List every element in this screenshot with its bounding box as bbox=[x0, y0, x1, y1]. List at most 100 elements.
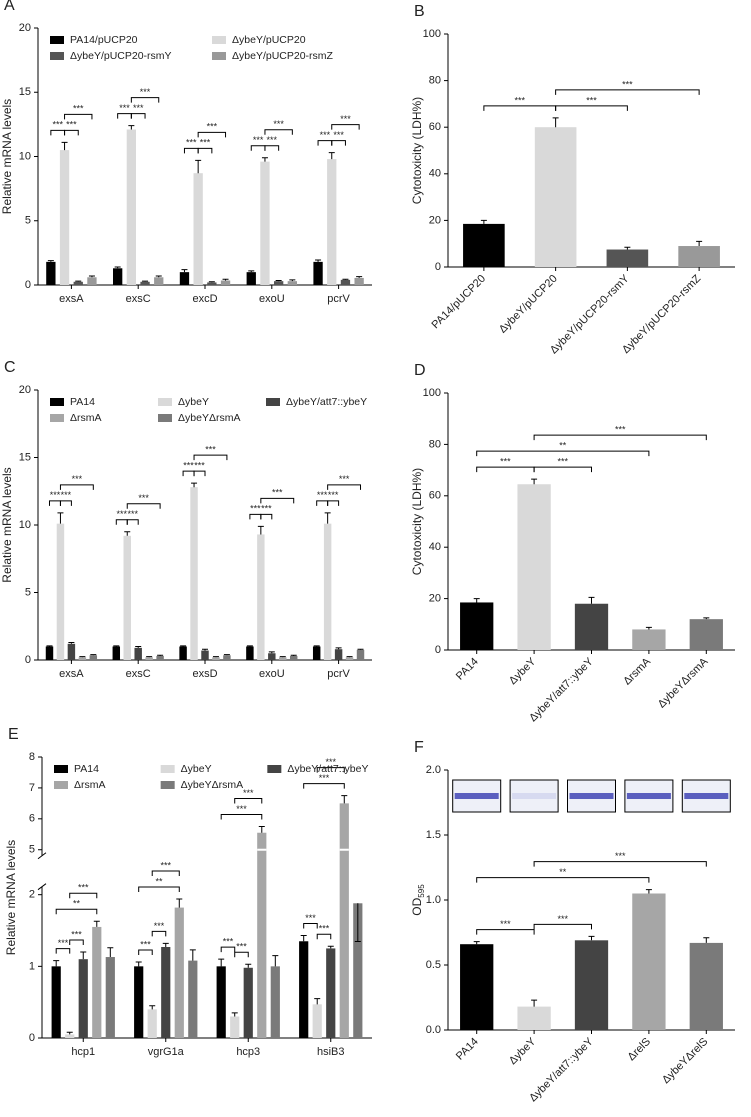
significance-label: ** bbox=[559, 867, 567, 877]
legend-swatch bbox=[54, 765, 68, 773]
significance-label: *** bbox=[320, 130, 331, 140]
bar bbox=[212, 657, 220, 660]
significance-label: *** bbox=[71, 929, 82, 939]
panel-label: F bbox=[414, 739, 424, 756]
significance-bracket bbox=[331, 124, 360, 130]
bar bbox=[257, 534, 265, 660]
error-bar bbox=[289, 279, 296, 282]
significance-bracket bbox=[151, 930, 167, 937]
bar bbox=[145, 657, 153, 660]
bar bbox=[534, 127, 577, 267]
significance-label: *** bbox=[267, 135, 278, 145]
significance-bracket bbox=[476, 450, 650, 457]
gel-band bbox=[512, 793, 557, 799]
error-bar bbox=[272, 955, 279, 967]
significance-label: *** bbox=[622, 79, 633, 89]
x-tick-label: exoU bbox=[259, 293, 285, 305]
error-bar bbox=[80, 951, 87, 960]
error-bar bbox=[114, 266, 121, 269]
bar bbox=[154, 277, 164, 285]
legend-swatch bbox=[266, 398, 280, 406]
legend-swatch bbox=[50, 414, 64, 422]
significance-label: *** bbox=[339, 474, 350, 484]
x-tick-label: ΔybeY bbox=[507, 655, 539, 687]
error-bar bbox=[357, 648, 364, 650]
significance-label: *** bbox=[58, 938, 69, 948]
significance-bracket bbox=[327, 484, 362, 490]
significance-label: *** bbox=[223, 937, 234, 947]
error-bar bbox=[223, 654, 230, 656]
significance-bracket bbox=[55, 908, 98, 915]
bar bbox=[517, 1006, 551, 1030]
significance-bracket bbox=[50, 129, 66, 136]
significance-bracket bbox=[303, 783, 345, 789]
error-bar bbox=[324, 512, 331, 524]
bar bbox=[188, 960, 198, 1038]
significance-bracket bbox=[126, 503, 161, 509]
y-tick-label: 0.5 bbox=[426, 959, 441, 971]
y-tick-label: 7 bbox=[29, 782, 35, 794]
bar bbox=[246, 646, 254, 660]
error-bar bbox=[189, 949, 196, 961]
y-tick-label: 10 bbox=[19, 519, 31, 531]
significance-bracket bbox=[555, 105, 628, 111]
significance-bracket bbox=[197, 131, 227, 138]
y-tick-label: 2 bbox=[29, 889, 35, 901]
significance-label: *** bbox=[558, 456, 569, 466]
significance-label: *** bbox=[133, 103, 144, 113]
x-tick-label: hcp1 bbox=[71, 1046, 95, 1058]
y-tick-label: 0 bbox=[25, 654, 31, 666]
bar bbox=[260, 161, 270, 285]
significance-bracket bbox=[316, 767, 345, 773]
significance-bracket bbox=[138, 949, 153, 956]
error-bar bbox=[61, 141, 68, 151]
significance-label: *** bbox=[514, 95, 525, 105]
error-bar bbox=[191, 482, 198, 488]
error-bar bbox=[93, 920, 100, 927]
error-bar bbox=[88, 275, 95, 278]
significance-bracket bbox=[48, 500, 61, 506]
error-bar bbox=[135, 646, 142, 648]
significance-label: *** bbox=[119, 103, 130, 113]
y-tick-label: 0 bbox=[29, 1032, 35, 1044]
significance-bracket bbox=[317, 140, 333, 146]
significance-bracket bbox=[193, 470, 206, 477]
x-tick-label: PA14 bbox=[454, 656, 481, 683]
significance-label: *** bbox=[325, 757, 336, 767]
significance-bracket bbox=[64, 113, 93, 120]
significance-bracket bbox=[303, 923, 318, 929]
significance-bracket bbox=[183, 147, 199, 154]
bar bbox=[327, 159, 337, 285]
legend-swatch bbox=[50, 398, 64, 406]
y-tick-label: 20 bbox=[19, 22, 31, 34]
bar bbox=[223, 655, 231, 660]
error-bar bbox=[314, 998, 321, 1005]
error-bar bbox=[212, 656, 219, 658]
legend-swatch bbox=[50, 52, 64, 60]
error-bar bbox=[218, 958, 225, 967]
error-bar bbox=[46, 645, 53, 647]
bar bbox=[56, 523, 65, 660]
bar bbox=[246, 272, 256, 285]
error-bar bbox=[624, 246, 631, 250]
significance-label: *** bbox=[154, 921, 165, 931]
bar bbox=[289, 655, 298, 660]
x-tick-label: exsA bbox=[59, 668, 84, 680]
y-tick-label: 80 bbox=[429, 75, 441, 87]
x-tick-label: pcrV bbox=[327, 668, 350, 680]
significance-label: *** bbox=[250, 504, 261, 514]
error-bar bbox=[135, 961, 142, 967]
error-bar bbox=[315, 259, 322, 262]
legend-label: ΔybeYΔrsmA bbox=[181, 779, 243, 791]
bar bbox=[87, 277, 97, 285]
bar bbox=[353, 903, 363, 1038]
x-tick-label: vgrG1a bbox=[148, 1046, 185, 1058]
error-bar bbox=[222, 278, 229, 281]
legend-label: ΔybeY/pUCP20-rsmY bbox=[70, 50, 172, 62]
error-bar bbox=[68, 641, 75, 644]
y-tick-label: 6 bbox=[29, 813, 35, 825]
error-bar bbox=[258, 826, 265, 833]
significance-label: *** bbox=[586, 95, 597, 105]
y-tick-label: 20 bbox=[429, 214, 441, 226]
